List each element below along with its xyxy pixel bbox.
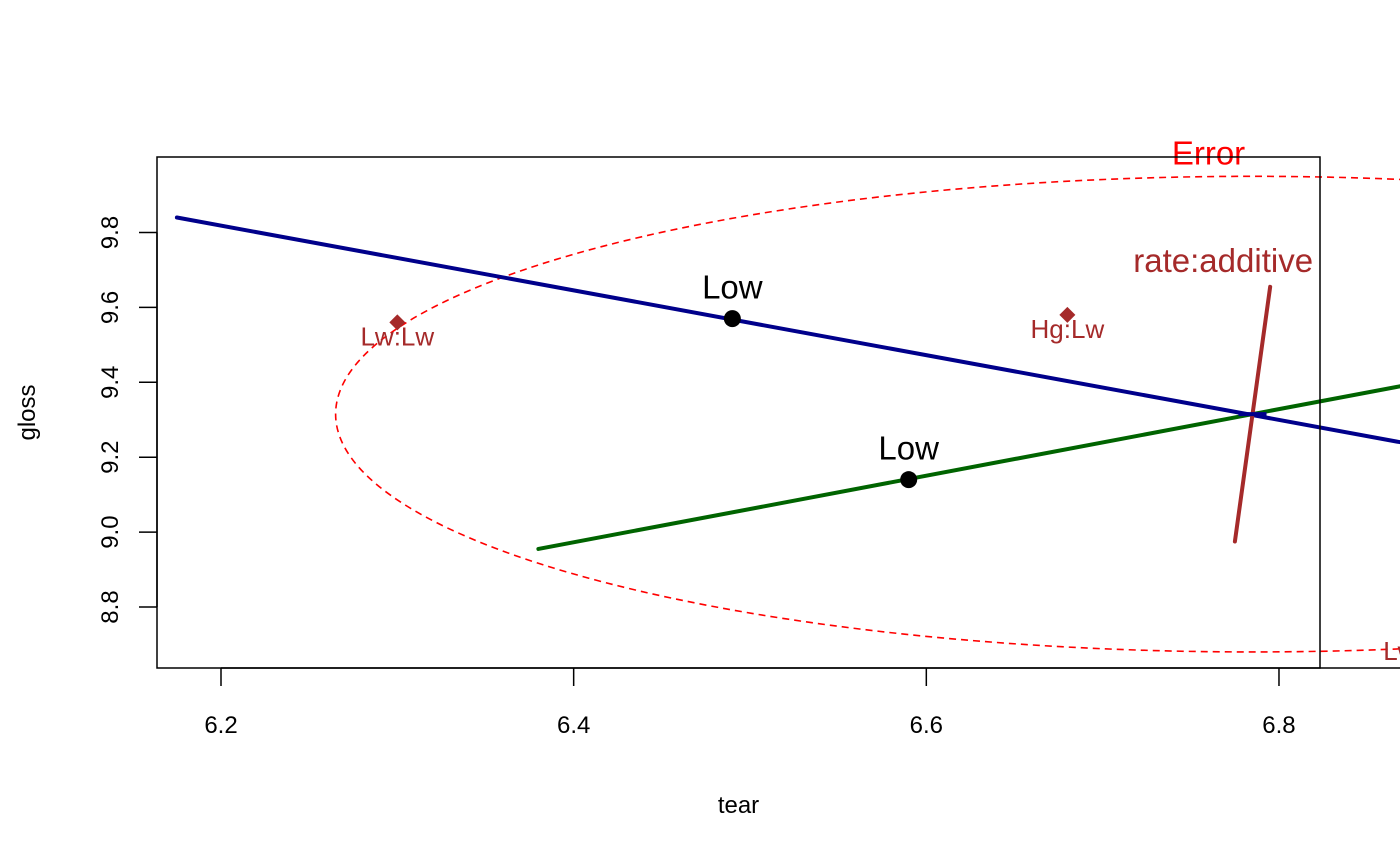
y-axis-title: gloss bbox=[14, 384, 41, 440]
x-axis-title: tear bbox=[718, 792, 759, 819]
y-tick-label: 8.8 bbox=[97, 590, 124, 623]
cell-point-marker bbox=[389, 314, 406, 331]
rate-level-point bbox=[723, 310, 741, 328]
x-tick-label: 6.4 bbox=[557, 712, 590, 739]
error-label: Error bbox=[1172, 134, 1245, 171]
x-tick-label: 6.2 bbox=[204, 712, 237, 739]
cell-point-marker bbox=[1059, 306, 1076, 323]
rate-level-label: Low bbox=[702, 269, 763, 306]
effect-lines-layer bbox=[174, 215, 1400, 551]
rate-additive-label: rate:additive bbox=[1133, 242, 1313, 279]
y-tick-label: 9.8 bbox=[97, 216, 124, 249]
x-tick-label: 6.6 bbox=[910, 712, 943, 739]
axes-layer: 6.26.46.66.87.07.27.48.89.09.29.49.69.8 bbox=[97, 216, 1400, 739]
cell-point-label: Hg:Lw bbox=[1031, 314, 1105, 344]
y-tick-label: 9.4 bbox=[97, 366, 124, 399]
additive-level-label: Low bbox=[878, 430, 939, 467]
y-tick-label: 9.2 bbox=[97, 441, 124, 474]
error-ellipse bbox=[335, 175, 1400, 653]
labels-layer: ErrorrateLowHighadditiveLowHighrate:addi… bbox=[360, 134, 1400, 666]
cell-point-label: Lw:Lw bbox=[360, 321, 434, 351]
error-ellipse-layer bbox=[335, 175, 1400, 653]
y-tick-label: 9.6 bbox=[97, 291, 124, 324]
y-tick-label: 9.0 bbox=[97, 515, 124, 548]
additive-level-point bbox=[900, 471, 918, 489]
x-tick-label: 6.8 bbox=[1262, 712, 1295, 739]
points-layer bbox=[389, 306, 1076, 489]
cell-point-label: Lw:Hg bbox=[1383, 636, 1400, 666]
